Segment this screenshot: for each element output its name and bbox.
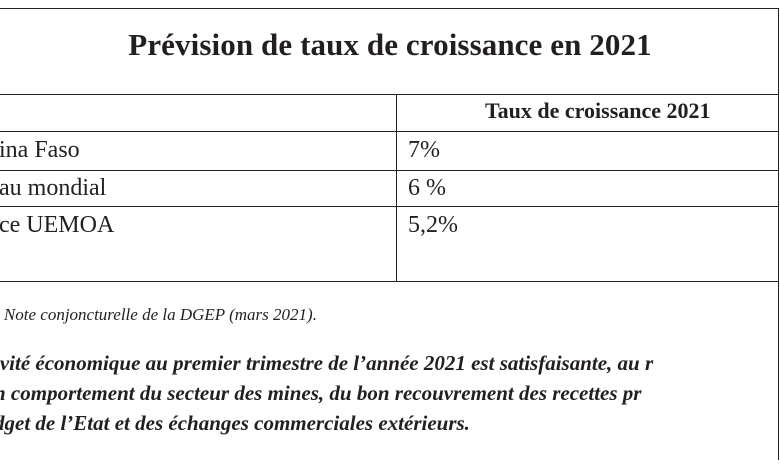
row-value-burkina-faso: 7% [408,137,440,163]
row-label-burkina-faso: ina Faso [0,137,80,163]
column-header-growth-rate: Taux de croissance 2021 [485,98,711,123]
table-bottom-border [0,281,779,282]
growth-rate-table: Taux de croissance 2021 ina Faso 7% au m… [0,87,780,282]
row-value-uemoa: 5,2% [408,212,458,238]
summary-paragraph: ivité économique au premier trimestre de… [0,348,780,438]
row-value-world: 6 % [408,175,446,201]
table-top-border [0,94,779,95]
paragraph-line: n comportement du secteur des mines, du … [0,381,642,405]
row-label-world: au mondial [0,175,107,201]
table-row-divider [0,170,779,171]
frame-right-border [778,8,779,460]
table-header-divider [0,131,779,132]
table-row-divider [0,206,779,207]
frame-top-border [0,8,779,9]
page-title: Prévision de taux de croissance en 2021 [128,27,652,62]
row-label-uemoa: ce UEMOA [0,212,115,238]
table-column-divider [396,94,397,282]
source-note: : Note conjoncturelle de la DGEP (mars 2… [0,305,317,324]
paragraph-line: dget de l’Etat et des échanges commercia… [0,411,470,435]
paragraph-line: ivité économique au premier trimestre de… [0,351,654,375]
